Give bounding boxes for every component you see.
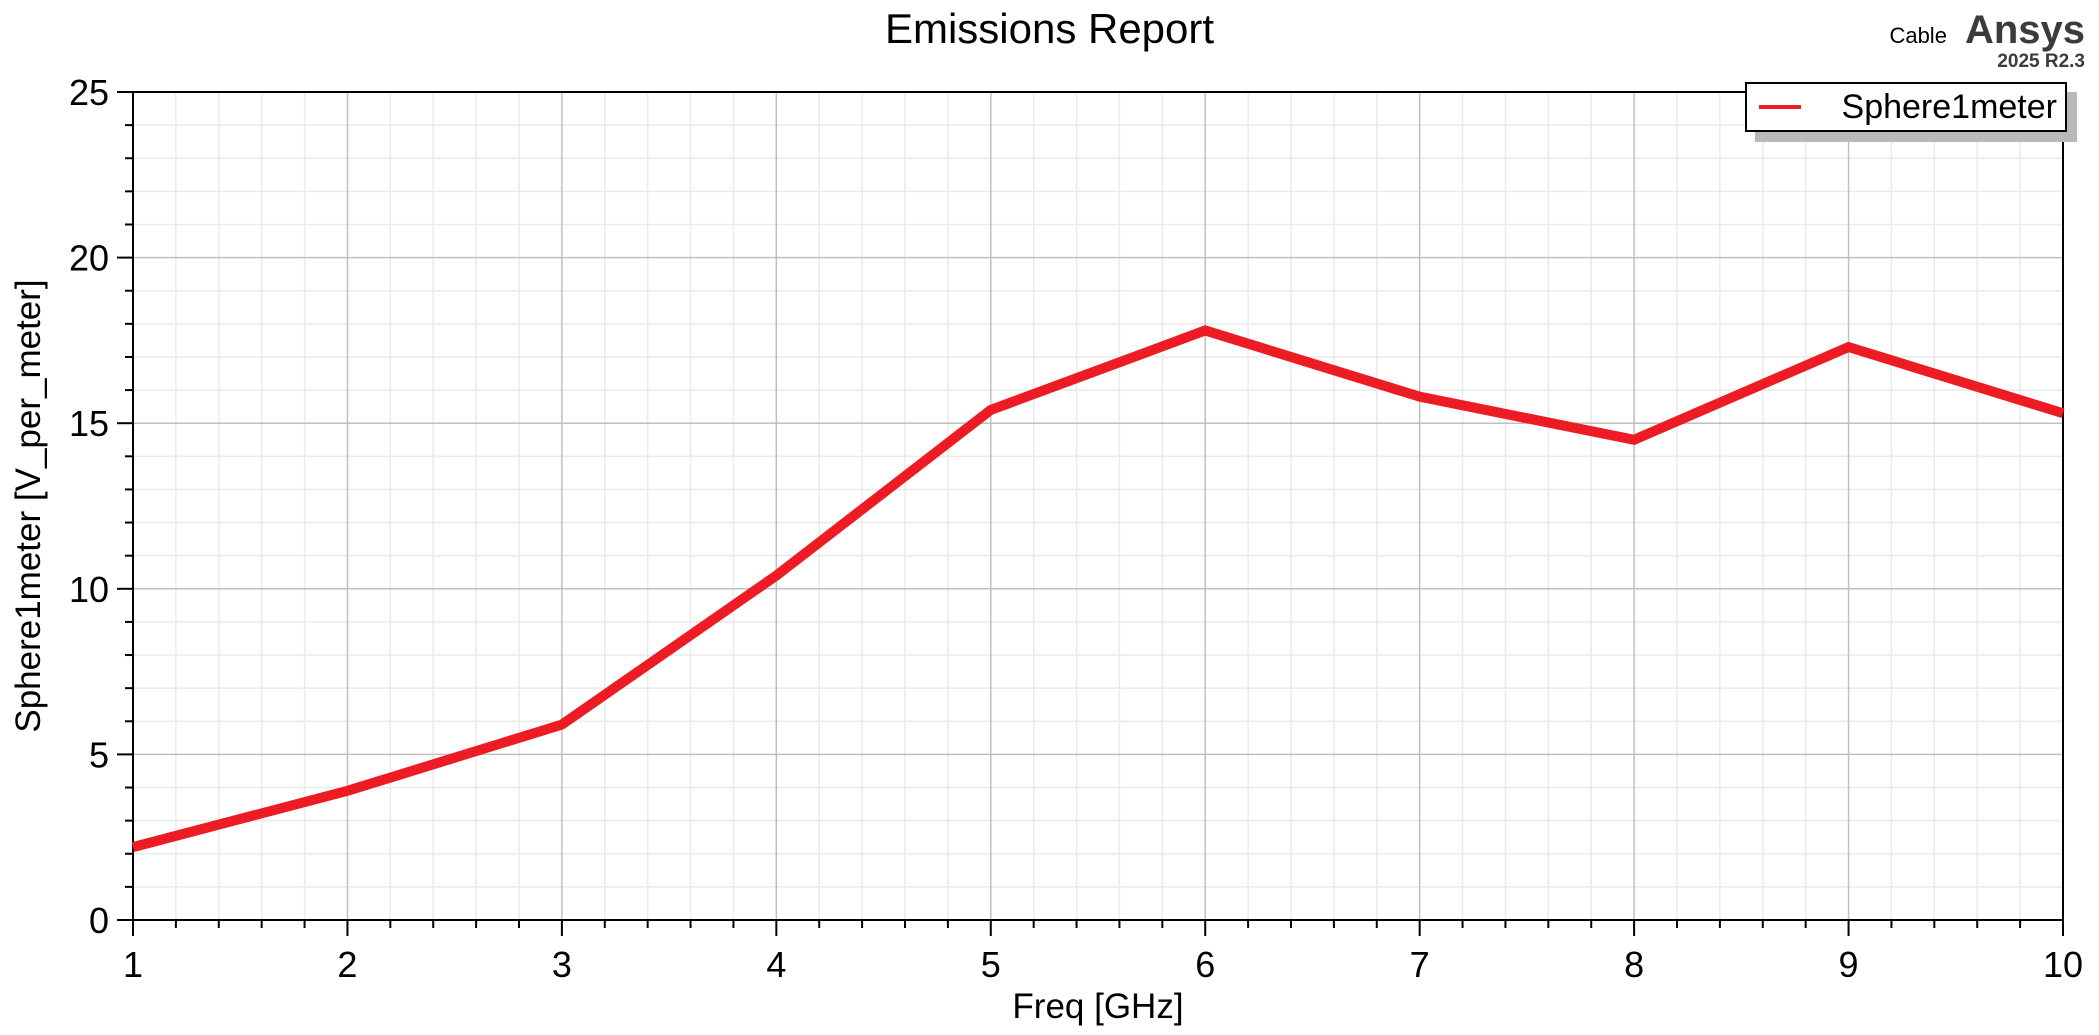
ansys-logo-block: Ansys 2025 R2.3 <box>1965 10 2085 71</box>
x-tick-label: 8 <box>1624 944 1644 985</box>
x-tick-label: 4 <box>766 944 786 985</box>
y-tick-label: 25 <box>69 72 109 113</box>
x-tick-label: 1 <box>123 944 143 985</box>
y-tick-label: 10 <box>69 569 109 610</box>
legend-series-label: Sphere1meter <box>1841 87 2057 126</box>
x-tick-label: 3 <box>552 944 572 985</box>
y-axis-label: Sphere1meter [V_per_meter] <box>9 279 48 732</box>
y-tick-label: 0 <box>89 900 109 941</box>
x-tick-label: 6 <box>1195 944 1215 985</box>
ansys-logo: Ansys <box>1964 8 2085 52</box>
brand-block: Cable Ansys 2025 R2.3 <box>1889 10 2085 71</box>
x-tick-label: 7 <box>1410 944 1430 985</box>
y-tick-label: 15 <box>69 403 109 444</box>
plot-border <box>132 91 2064 921</box>
x-tick-label: 9 <box>1839 944 1859 985</box>
y-tick-label: 5 <box>89 734 109 775</box>
series-line-sphere1meter <box>131 325 2065 852</box>
x-tick-label: 5 <box>981 944 1001 985</box>
legend-box: Sphere1meter <box>1745 82 2067 132</box>
chart-title: Emissions Report <box>884 5 1215 52</box>
x-tick-label: 2 <box>337 944 357 985</box>
ansys-version-label: 2025 R2.3 <box>1997 51 2085 72</box>
y-tick-label: 20 <box>69 238 109 279</box>
x-axis-label: Freq [GHz] <box>1012 987 1183 1026</box>
x-tick-label: 10 <box>2043 944 2083 985</box>
legend-line-sample <box>1759 105 1801 109</box>
design-name-label: Cable <box>1889 23 1947 48</box>
